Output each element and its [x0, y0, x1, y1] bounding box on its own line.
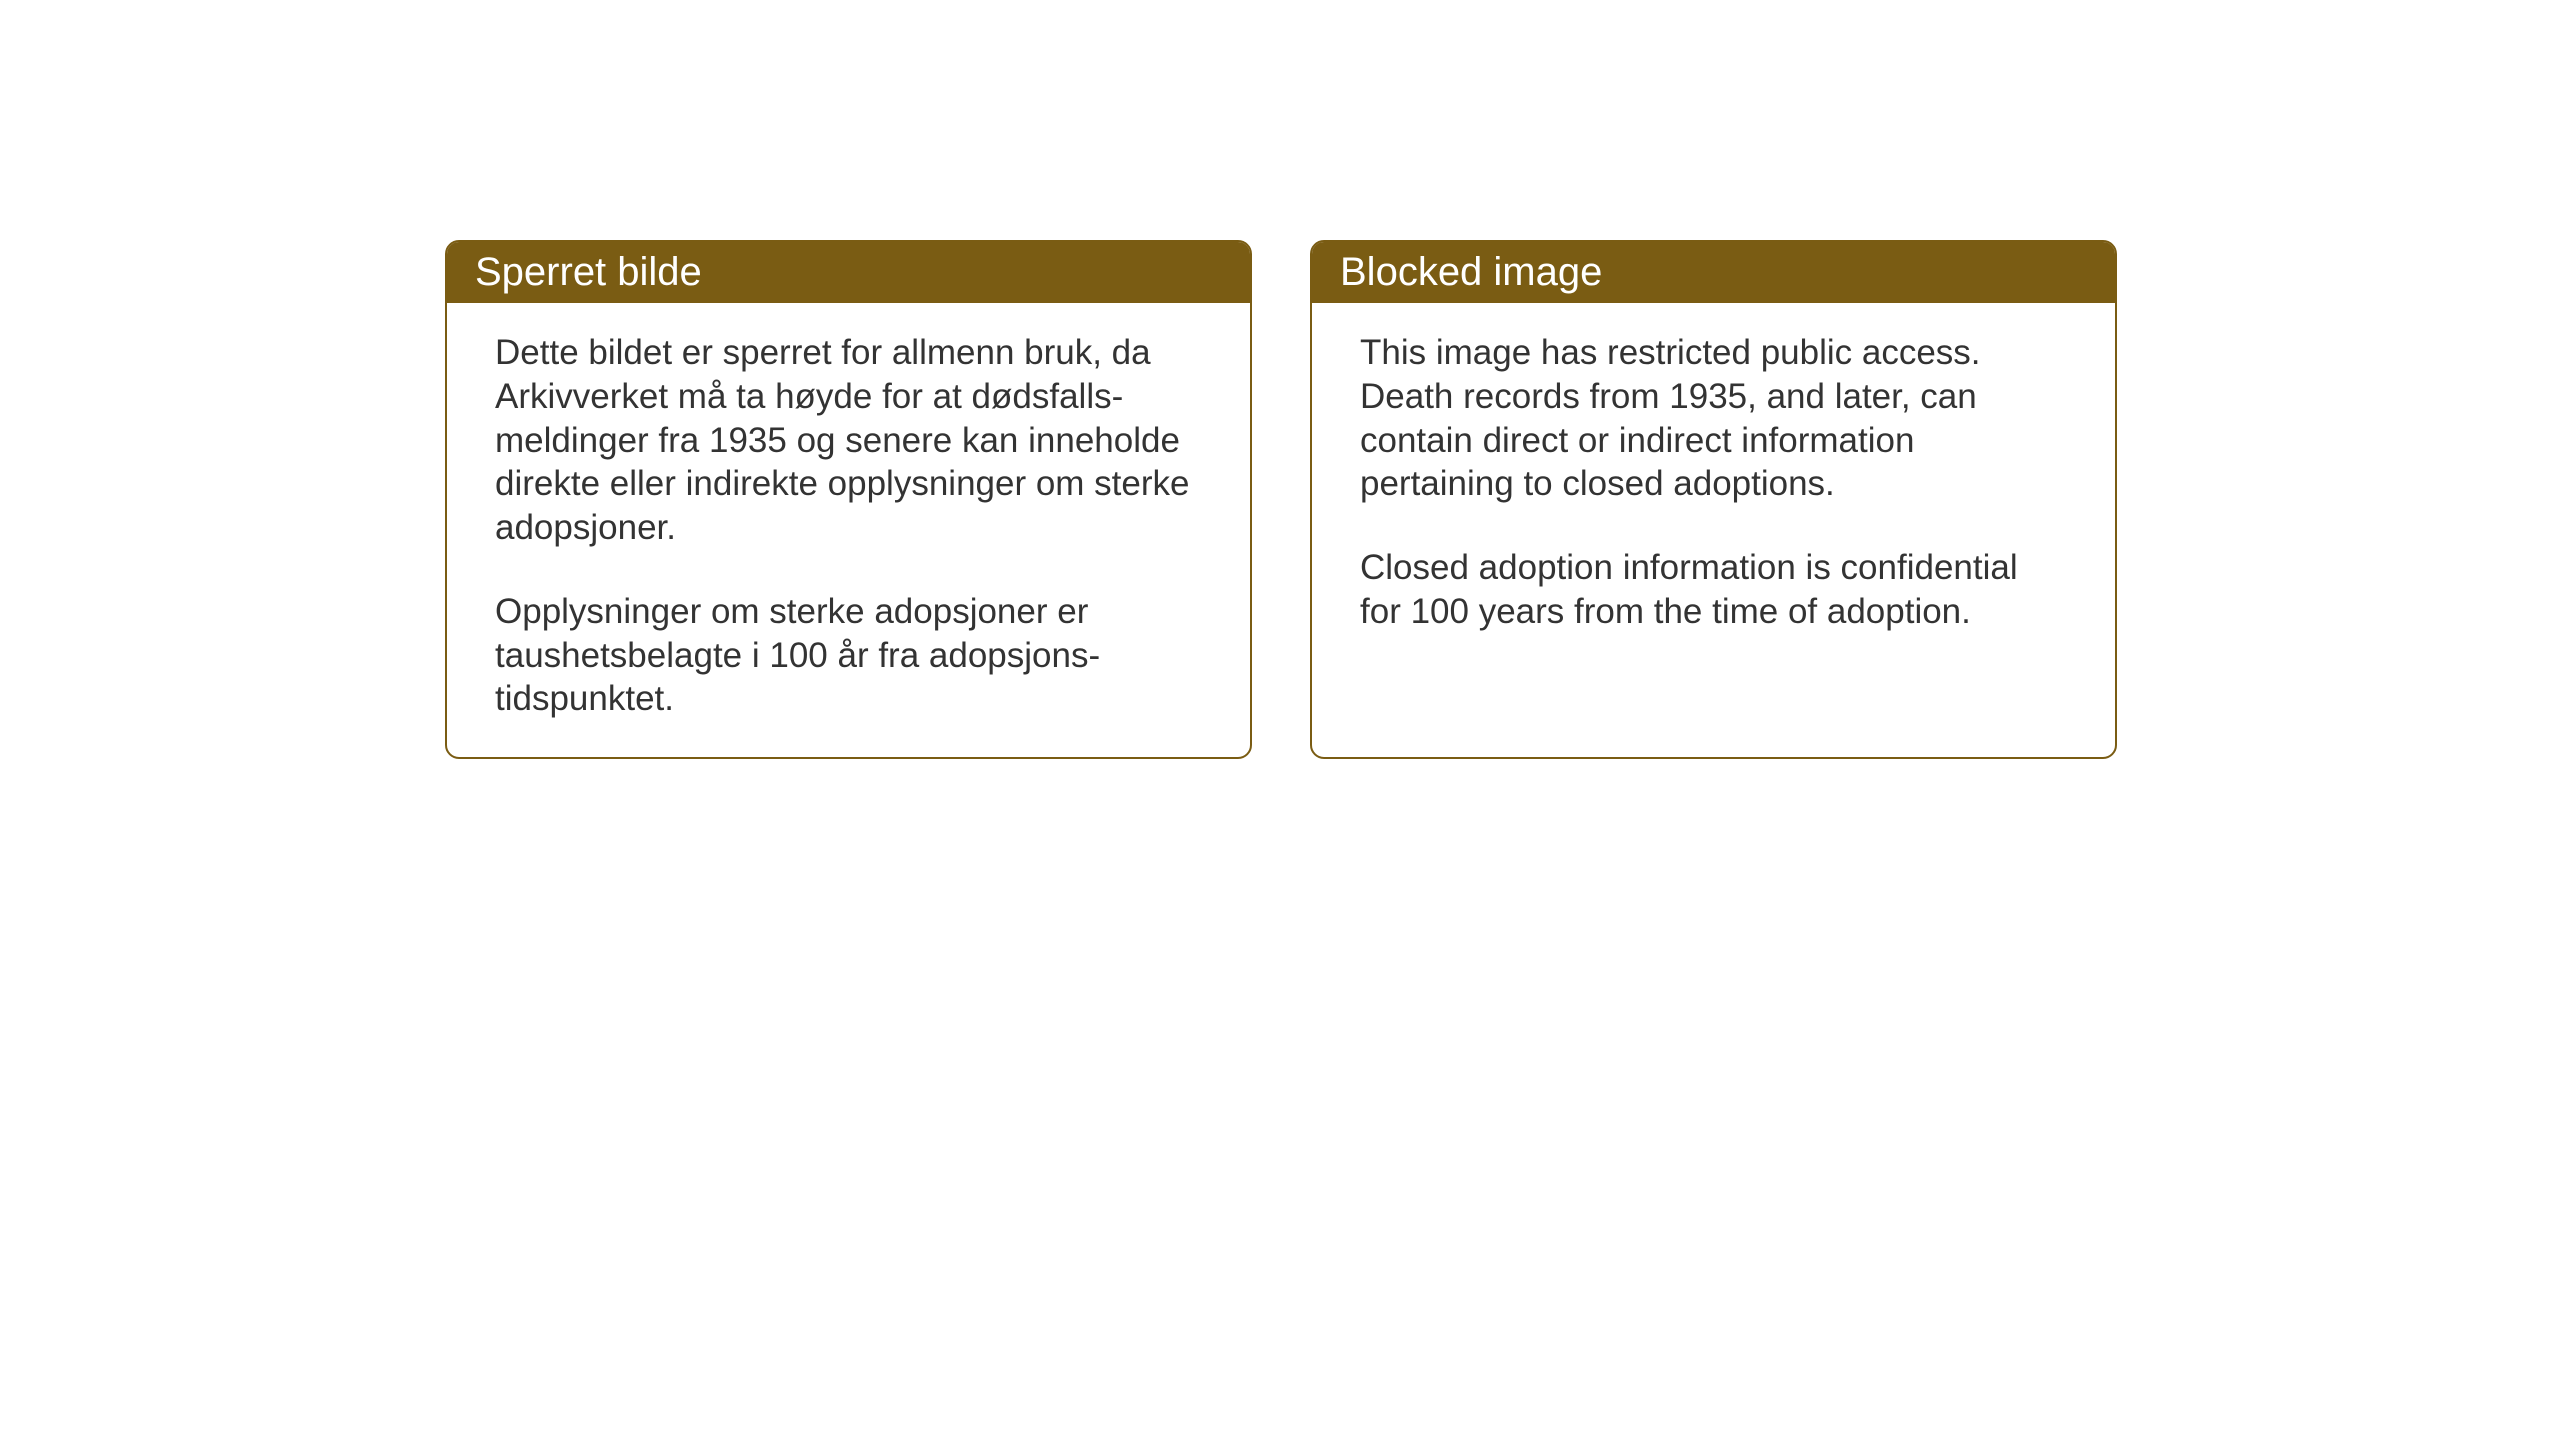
notice-container: Sperret bilde Dette bildet er sperret fo… [445, 240, 2117, 759]
notice-paragraph-2-english: Closed adoption information is confident… [1360, 546, 2067, 634]
notice-paragraph-1-norwegian: Dette bildet er sperret for allmenn bruk… [495, 331, 1202, 550]
notice-body-norwegian: Dette bildet er sperret for allmenn bruk… [447, 303, 1250, 757]
notice-box-english: Blocked image This image has restricted … [1310, 240, 2117, 759]
notice-title-english: Blocked image [1312, 242, 2115, 303]
notice-paragraph-1-english: This image has restricted public access.… [1360, 331, 2067, 506]
notice-box-norwegian: Sperret bilde Dette bildet er sperret fo… [445, 240, 1252, 759]
notice-paragraph-2-norwegian: Opplysninger om sterke adopsjoner er tau… [495, 590, 1202, 721]
notice-title-norwegian: Sperret bilde [447, 242, 1250, 303]
notice-body-english: This image has restricted public access.… [1312, 303, 2115, 670]
